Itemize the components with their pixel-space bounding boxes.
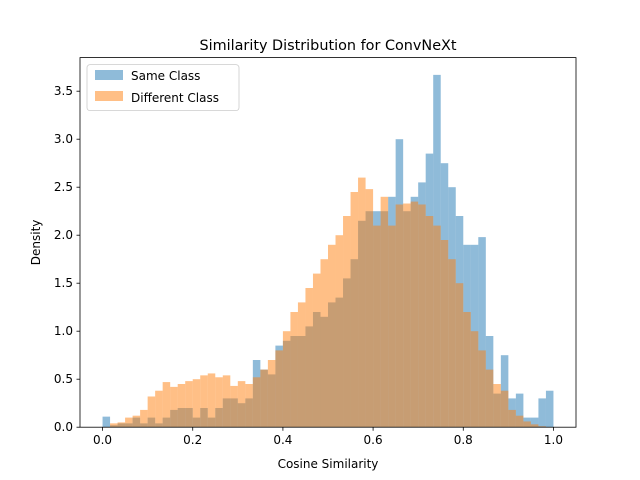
bars-layer xyxy=(102,74,554,428)
histogram-bar xyxy=(410,201,419,428)
histogram-bar xyxy=(282,331,291,428)
y-axis-label: Density xyxy=(29,220,43,266)
histogram-bar xyxy=(110,423,118,428)
histogram-bar xyxy=(207,373,216,428)
histogram-bar xyxy=(365,189,374,428)
histogram-bar xyxy=(267,360,276,428)
histogram-bar xyxy=(433,225,441,428)
histogram-bar xyxy=(312,273,321,428)
histogram-bar xyxy=(395,204,404,428)
histogram-bar xyxy=(132,415,141,428)
histogram-bar xyxy=(162,382,171,428)
x-tick-label: 1.0 xyxy=(544,433,563,447)
histogram-bar xyxy=(515,415,524,428)
histogram-bar xyxy=(463,312,471,428)
histogram-bar xyxy=(297,302,306,428)
histogram-bar xyxy=(343,216,351,428)
histogram-bar xyxy=(530,417,539,428)
histogram-bar xyxy=(177,384,186,428)
y-tick-label: 2.5 xyxy=(54,180,73,194)
histogram-bar xyxy=(485,369,494,428)
legend-swatch-same-class xyxy=(95,70,123,80)
histogram-bar xyxy=(215,377,223,428)
histogram-bar xyxy=(358,177,366,428)
histogram-bar xyxy=(125,417,133,428)
histogram-bar xyxy=(237,381,246,428)
x-tick-label: 0.4 xyxy=(273,433,292,447)
y-tick-label: 2.0 xyxy=(54,228,73,242)
histogram-bar xyxy=(478,350,486,428)
histogram-bar xyxy=(508,409,516,428)
histogram-bar xyxy=(200,375,208,428)
histogram-bar xyxy=(155,390,163,428)
y-tick-label: 3.0 xyxy=(54,132,73,146)
histogram-bar xyxy=(403,203,411,428)
plot-frame xyxy=(79,57,577,428)
y-tick-label: 0.5 xyxy=(54,372,73,386)
series-different-class xyxy=(110,177,546,428)
histogram-bar xyxy=(140,409,148,428)
histogram-bar xyxy=(170,386,178,428)
y-tick-label: 3.5 xyxy=(54,84,73,98)
histogram-bar xyxy=(185,381,193,428)
histogram-bar xyxy=(320,259,328,428)
histogram-bar xyxy=(102,416,111,428)
histogram-bar xyxy=(515,393,524,428)
histogram-bar xyxy=(260,369,268,428)
histogram-bar xyxy=(545,390,554,428)
histogram-bar xyxy=(500,390,509,428)
histogram-bar xyxy=(478,237,486,428)
y-tick-label: 1.0 xyxy=(54,324,73,338)
histogram-bar xyxy=(373,225,381,428)
x-tick-label: 0.0 xyxy=(93,433,112,447)
histogram-bar xyxy=(530,424,539,428)
histogram-bar xyxy=(470,331,479,428)
legend-label-different-class: Different Class xyxy=(131,91,219,105)
histogram-bar xyxy=(418,204,426,428)
histogram-bar xyxy=(147,396,156,428)
histogram-bar xyxy=(448,259,456,428)
histogram-bar xyxy=(290,312,298,428)
histogram-bar xyxy=(493,384,501,428)
histogram-bar xyxy=(222,375,231,428)
y-axis: 0.0 0.5 1.0 1.5 2.0 2.5 3.0 3.5 xyxy=(54,84,80,434)
y-tick-label: 0.0 xyxy=(54,420,73,434)
histogram-bar xyxy=(305,288,313,428)
legend-frame xyxy=(86,64,240,111)
x-tick-label: 0.8 xyxy=(454,433,473,447)
y-tick-label: 1.5 xyxy=(54,276,73,290)
histogram-bar xyxy=(230,385,238,428)
histogram-bar xyxy=(455,283,464,428)
legend-label-same-class: Same Class xyxy=(131,69,200,83)
histogram-bar xyxy=(252,377,261,428)
x-axis-label: Cosine Similarity xyxy=(278,457,379,471)
histogram-bar xyxy=(380,196,389,428)
histogram-bar xyxy=(538,426,546,428)
histogram-bar xyxy=(245,384,253,428)
histogram-bar xyxy=(538,398,546,428)
histogram-bar xyxy=(523,421,531,428)
chart-title: Similarity Distribution for ConvNeXt xyxy=(199,38,456,54)
histogram-bar xyxy=(192,379,201,428)
legend: Same Class Different Class xyxy=(86,64,240,111)
histogram-bar xyxy=(425,216,434,428)
histogram-bar xyxy=(275,350,283,428)
x-axis: 0.0 0.2 0.4 0.6 0.8 1.0 xyxy=(93,427,563,447)
legend-swatch-different-class xyxy=(95,91,123,101)
histogram-bar xyxy=(328,244,336,428)
histogram-bar xyxy=(350,192,359,428)
x-tick-label: 0.6 xyxy=(364,433,383,447)
histogram-bar xyxy=(117,422,126,428)
x-tick-label: 0.2 xyxy=(183,433,202,447)
histogram-bar xyxy=(388,225,396,428)
histogram-bar xyxy=(335,235,344,428)
histogram-bar xyxy=(440,240,449,428)
